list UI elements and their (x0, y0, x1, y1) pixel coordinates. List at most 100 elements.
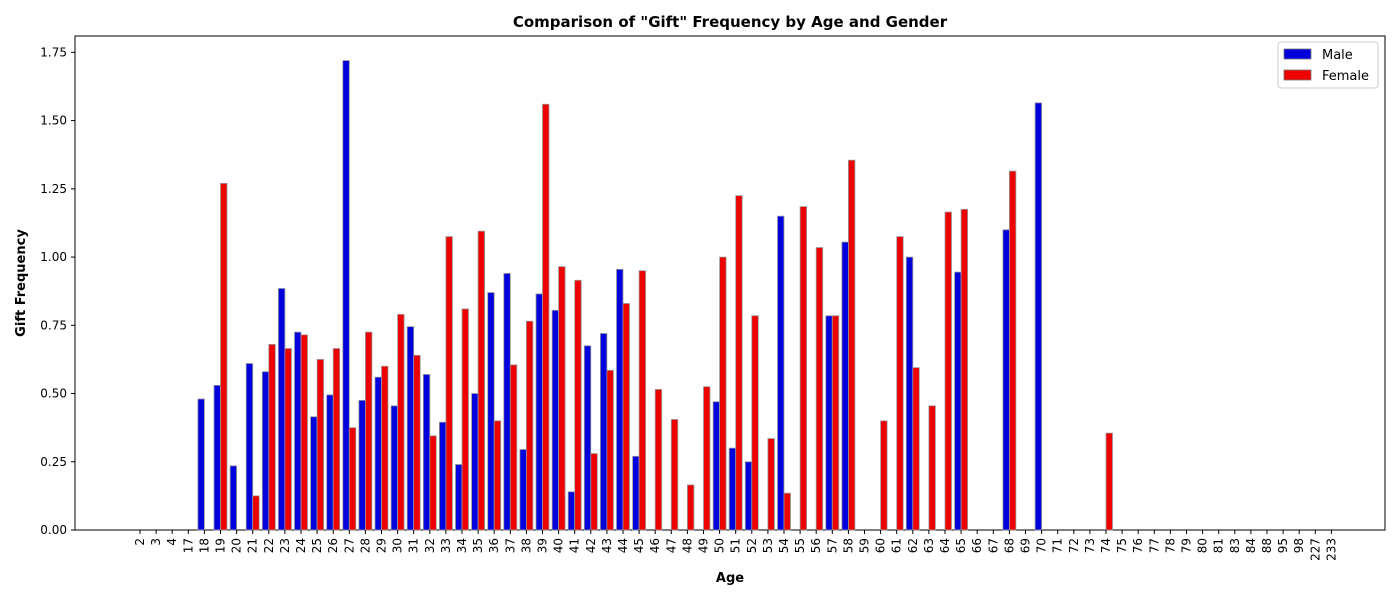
bar-male-age-33 (438, 421, 447, 531)
x-tick-label: 29 (375, 538, 389, 553)
bar-male-age-40 (551, 309, 559, 531)
x-tick-label: 74 (1099, 538, 1113, 553)
bar-female-age-35 (477, 230, 486, 531)
bar-female-age-27 (348, 427, 357, 531)
x-tick-label: 98 (1292, 538, 1306, 553)
bar-male-age-41 (567, 491, 576, 531)
x-tick-label: 2 (133, 538, 147, 546)
bar-male-age-21 (245, 363, 254, 531)
x-tick-label: 48 (680, 538, 694, 553)
bar-female-age-50 (719, 256, 727, 531)
x-tick-label: 53 (761, 538, 775, 553)
x-tick-label: 32 (423, 538, 437, 553)
bar-female-age-37 (509, 364, 518, 531)
x-tick-label: 39 (536, 538, 550, 553)
bar-female-age-61 (896, 236, 904, 531)
bar-female-age-63 (928, 405, 936, 531)
x-tick-label: 17 (181, 538, 195, 553)
y-tick-label: 1.00 (40, 250, 67, 264)
bar-female-age-30 (397, 313, 405, 531)
x-tick-label: 65 (954, 538, 968, 553)
bar-male-age-35 (471, 393, 479, 531)
x-tick-label: 34 (455, 538, 469, 553)
bar-female-age-34 (461, 308, 469, 531)
bar-female-age-58 (848, 159, 856, 531)
x-tick-label: 44 (616, 538, 630, 553)
bar-male-age-50 (712, 401, 720, 531)
bar-female-age-68 (1009, 170, 1017, 531)
bar-female-age-65 (960, 208, 968, 531)
x-tick-label: 3 (149, 538, 163, 546)
bar-male-age-34 (455, 464, 463, 531)
bar-female-age-53 (767, 438, 775, 531)
bar-male-age-23 (277, 288, 286, 531)
x-tick-label: 52 (745, 538, 759, 553)
x-tick-label: 26 (326, 538, 340, 553)
bar-male-age-44 (616, 268, 624, 531)
bar-male-age-52 (744, 461, 753, 531)
bar-male-age-62 (905, 256, 914, 531)
bar-male-age-45 (632, 455, 640, 531)
x-tick-label: 25 (310, 538, 324, 553)
bar-male-age-30 (390, 405, 399, 531)
y-axis: 0.00 0.25 0.50 0.75 1.00 1.25 1.50 1.75 (40, 45, 75, 537)
x-tick-label: 46 (648, 538, 662, 553)
bar-female-age-43 (606, 369, 614, 531)
x-tick-label: 30 (391, 538, 405, 553)
bar-female-age-60 (880, 420, 888, 531)
bar-female-age-29 (381, 365, 389, 531)
bar-male-age-27 (342, 60, 350, 531)
x-tick-label: 58 (841, 538, 855, 553)
x-tick-label: 36 (487, 538, 501, 553)
x-tick-label: 38 (519, 538, 533, 553)
x-tick-label: 22 (262, 538, 276, 553)
bar-female-age-28 (364, 331, 373, 531)
x-tick-label: 84 (1244, 538, 1258, 553)
x-tick-label: 61 (890, 538, 904, 553)
x-tick-label: 23 (278, 538, 292, 553)
bar-female-age-19 (220, 182, 228, 531)
x-tick-label: 70 (1035, 538, 1049, 553)
bar-male-age-58 (841, 241, 849, 531)
x-tick-label: 66 (970, 538, 984, 553)
bar-male-age-65 (954, 271, 962, 531)
bar-male-age-68 (1002, 229, 1010, 531)
x-tick-label: 55 (793, 538, 807, 553)
x-tick-label: 35 (471, 538, 485, 553)
bar-male-age-37 (503, 273, 511, 531)
bar-male-age-36 (487, 292, 495, 531)
x-tick-label: 59 (858, 538, 872, 553)
bar-male-age-28 (358, 399, 366, 531)
x-tick-label: 78 (1163, 538, 1177, 553)
x-tick-label: 69 (1019, 538, 1033, 553)
x-tick-label: 43 (600, 538, 614, 553)
bar-female-age-56 (815, 247, 824, 531)
x-tick-label: 64 (938, 538, 952, 553)
x-tick-label: 42 (584, 538, 598, 553)
bar-female-age-46 (654, 389, 663, 531)
x-tick-label: 233 (1324, 538, 1338, 561)
x-tick-label: 73 (1083, 538, 1097, 553)
bar-male-age-57 (825, 315, 833, 531)
x-tick-label: 49 (697, 538, 711, 553)
x-tick-label: 63 (922, 538, 936, 553)
bar-female-age-39 (542, 103, 550, 531)
bar-female-age-32 (429, 435, 437, 531)
bar-male-age-22 (261, 371, 270, 531)
y-tick-label: 1.75 (40, 45, 67, 59)
x-tick-label: 47 (664, 538, 678, 553)
bar-female-age-26 (332, 348, 341, 531)
bar-female-age-49 (703, 386, 711, 531)
bar-female-age-23 (284, 348, 292, 531)
x-tick-label: 54 (777, 538, 791, 553)
x-tick-label: 81 (1212, 538, 1226, 553)
bar-female-age-40 (558, 266, 566, 531)
bar-male-age-54 (777, 215, 785, 531)
x-tick-label: 37 (503, 538, 517, 553)
x-tick-label: 40 (552, 538, 566, 553)
bar-male-age-70 (1034, 102, 1042, 531)
bar-male-age-31 (406, 326, 415, 531)
y-tick-label: 0.50 (40, 387, 67, 401)
bar-male-age-24 (294, 331, 302, 531)
